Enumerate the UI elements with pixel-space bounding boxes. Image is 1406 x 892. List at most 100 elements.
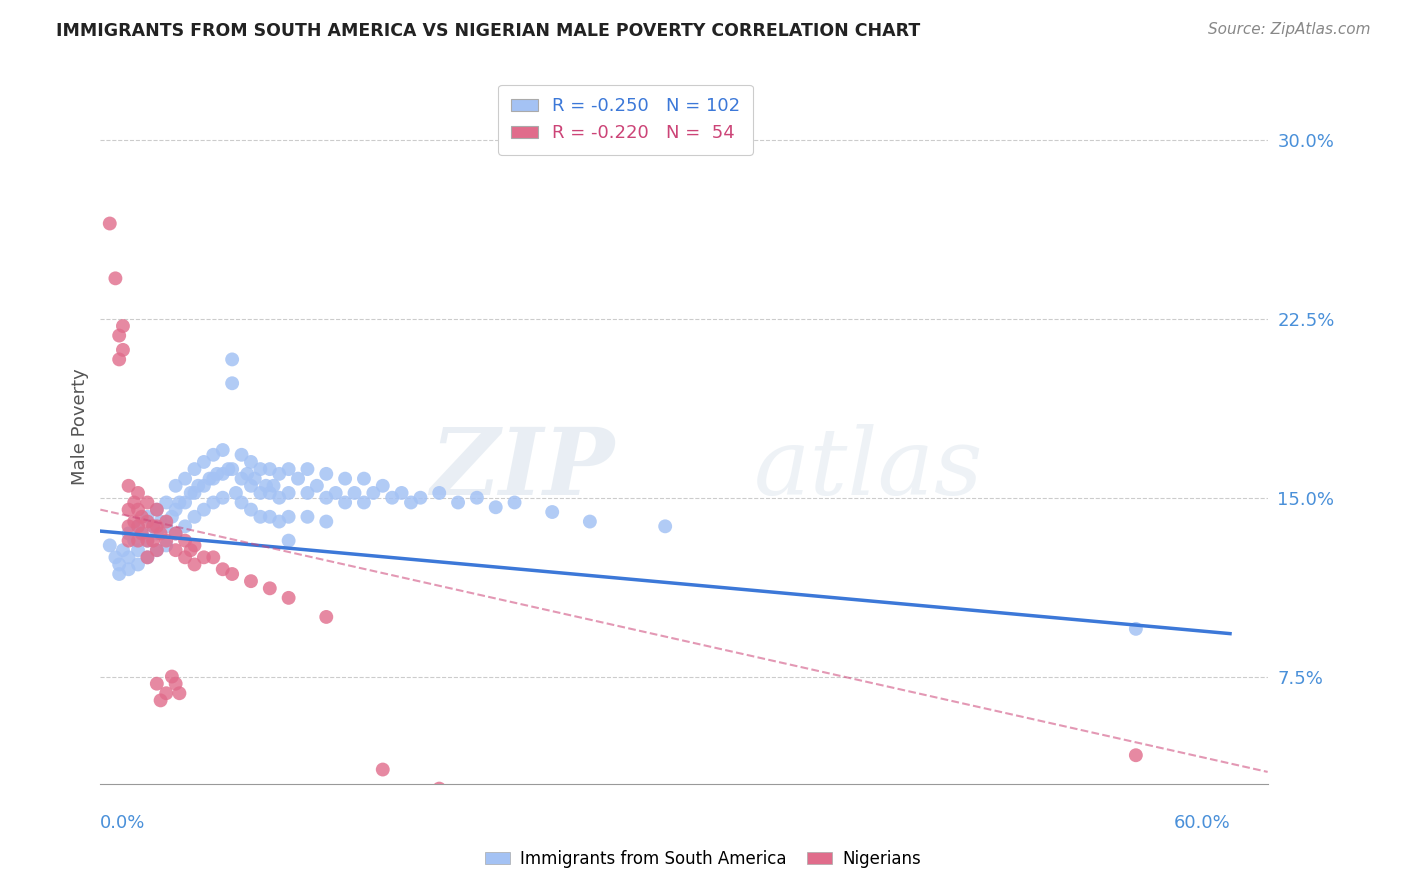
Point: [169, 686, 191, 700]
Point: [174, 550, 197, 565]
Point: [231, 495, 253, 509]
Point: [180, 543, 202, 558]
Point: [277, 486, 299, 500]
Point: [381, 491, 404, 505]
Point: [277, 509, 299, 524]
Point: [117, 502, 139, 516]
Point: [136, 533, 159, 548]
Point: [343, 486, 366, 500]
Point: [211, 562, 233, 576]
Point: [297, 486, 319, 500]
Point: [111, 343, 134, 357]
Point: [202, 448, 225, 462]
Point: [104, 271, 127, 285]
Point: [269, 515, 291, 529]
Point: [240, 479, 263, 493]
Point: [243, 472, 266, 486]
Point: [131, 509, 153, 524]
Point: [127, 533, 149, 548]
Point: [117, 550, 139, 565]
Point: [249, 462, 271, 476]
Point: [108, 558, 131, 572]
Point: [146, 502, 169, 516]
Point: [277, 462, 299, 476]
Point: [202, 472, 225, 486]
Point: [254, 479, 277, 493]
Point: [127, 519, 149, 533]
Point: [127, 502, 149, 516]
Point: [485, 500, 508, 515]
Point: [149, 515, 172, 529]
Point: [165, 676, 187, 690]
Point: [236, 467, 259, 481]
Point: [111, 319, 134, 334]
Point: [146, 526, 169, 541]
Point: [240, 502, 263, 516]
Point: [297, 509, 319, 524]
Point: [297, 462, 319, 476]
Point: [353, 472, 375, 486]
Point: [111, 543, 134, 558]
Point: [98, 538, 121, 552]
Point: [169, 495, 191, 509]
Text: IMMIGRANTS FROM SOUTH AMERICA VS NIGERIAN MALE POVERTY CORRELATION CHART: IMMIGRANTS FROM SOUTH AMERICA VS NIGERIA…: [56, 22, 921, 40]
Point: [465, 491, 488, 505]
Point: [174, 519, 197, 533]
Point: [211, 467, 233, 481]
Point: [325, 486, 347, 500]
Point: [249, 486, 271, 500]
Point: [146, 543, 169, 558]
Point: [165, 543, 187, 558]
Point: [654, 519, 676, 533]
Point: [127, 558, 149, 572]
Point: [315, 610, 337, 624]
Point: [353, 495, 375, 509]
Point: [165, 502, 187, 516]
Point: [136, 533, 159, 548]
Point: [541, 505, 564, 519]
Point: [579, 515, 602, 529]
Point: [193, 455, 215, 469]
Point: [174, 533, 197, 548]
Point: [136, 550, 159, 565]
Point: [142, 533, 165, 548]
Point: [277, 591, 299, 605]
Point: [122, 533, 145, 548]
Point: [221, 376, 243, 391]
Point: [142, 519, 165, 533]
Point: [1125, 748, 1147, 763]
Point: [149, 526, 172, 541]
Point: [333, 495, 356, 509]
Point: [155, 515, 177, 529]
Point: [142, 519, 165, 533]
Point: [136, 509, 159, 524]
Point: [108, 328, 131, 343]
Point: [193, 479, 215, 493]
Point: [1125, 622, 1147, 636]
Point: [174, 495, 197, 509]
Point: [165, 526, 187, 541]
Point: [155, 686, 177, 700]
Point: [146, 519, 169, 533]
Point: [333, 472, 356, 486]
Point: [305, 479, 328, 493]
Text: Source: ZipAtlas.com: Source: ZipAtlas.com: [1208, 22, 1371, 37]
Legend: Immigrants from South America, Nigerians: Immigrants from South America, Nigerians: [478, 844, 928, 875]
Point: [183, 558, 205, 572]
Point: [211, 491, 233, 505]
Point: [149, 693, 172, 707]
Point: [240, 574, 263, 589]
Point: [259, 486, 281, 500]
Point: [183, 538, 205, 552]
Point: [122, 515, 145, 529]
Point: [127, 486, 149, 500]
Point: [202, 495, 225, 509]
Point: [269, 467, 291, 481]
Point: [146, 502, 169, 516]
Point: [136, 515, 159, 529]
Point: [259, 582, 281, 596]
Point: [371, 479, 394, 493]
Point: [104, 550, 127, 565]
Point: [315, 467, 337, 481]
Point: [108, 567, 131, 582]
